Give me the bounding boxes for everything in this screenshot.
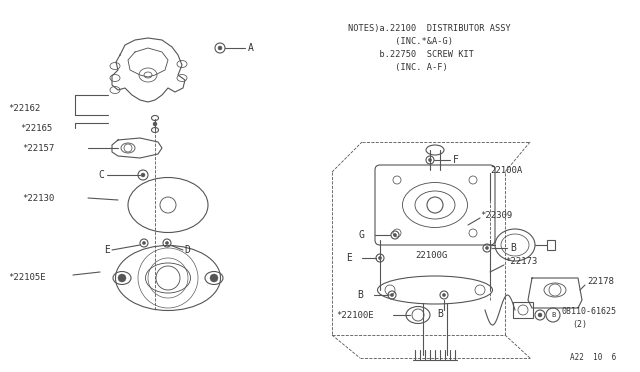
- Text: (INC. A-F): (INC. A-F): [348, 62, 448, 71]
- Text: 22100A: 22100A: [490, 166, 522, 174]
- Text: E: E: [346, 253, 352, 263]
- Text: A22  10  6: A22 10 6: [570, 353, 616, 362]
- Bar: [513, 302, 533, 318]
- Circle shape: [218, 46, 222, 50]
- Text: *22157: *22157: [22, 144, 54, 153]
- Circle shape: [153, 122, 157, 126]
- Text: C: C: [98, 170, 104, 180]
- Text: B: B: [437, 309, 443, 319]
- Text: G: G: [358, 230, 364, 240]
- Text: B: B: [357, 290, 363, 300]
- Circle shape: [538, 313, 542, 317]
- Text: 22100G: 22100G: [415, 250, 447, 260]
- Text: *22309: *22309: [480, 211, 512, 219]
- Circle shape: [394, 233, 397, 237]
- Text: B: B: [510, 243, 516, 253]
- Text: *22130: *22130: [22, 193, 54, 202]
- Text: E: E: [104, 245, 110, 255]
- Bar: [547, 240, 555, 250]
- Text: *22162: *22162: [8, 103, 40, 112]
- Text: F: F: [453, 155, 459, 165]
- Circle shape: [165, 241, 168, 245]
- Circle shape: [485, 246, 488, 250]
- Text: B: B: [551, 312, 555, 318]
- Text: *22100E: *22100E: [336, 311, 374, 320]
- Text: D: D: [184, 245, 190, 255]
- Circle shape: [141, 173, 145, 177]
- Text: 08110-61625: 08110-61625: [562, 308, 617, 317]
- Text: NOTES)a.22100  DISTRIBUTOR ASSY: NOTES)a.22100 DISTRIBUTOR ASSY: [348, 23, 511, 32]
- Circle shape: [378, 256, 381, 260]
- Text: *22105E: *22105E: [8, 273, 45, 282]
- Text: 22178: 22178: [587, 278, 614, 286]
- Circle shape: [442, 294, 445, 296]
- Circle shape: [118, 274, 126, 282]
- Text: A: A: [248, 43, 254, 53]
- Text: (2): (2): [573, 321, 588, 330]
- Circle shape: [428, 158, 431, 161]
- Text: *22173: *22173: [505, 257, 537, 266]
- Text: *22165: *22165: [20, 124, 52, 132]
- Text: b.22750  SCREW KIT: b.22750 SCREW KIT: [348, 49, 474, 58]
- Circle shape: [143, 241, 146, 245]
- Circle shape: [390, 294, 394, 296]
- Text: (INC.*&A-G): (INC.*&A-G): [348, 36, 453, 45]
- Circle shape: [210, 274, 218, 282]
